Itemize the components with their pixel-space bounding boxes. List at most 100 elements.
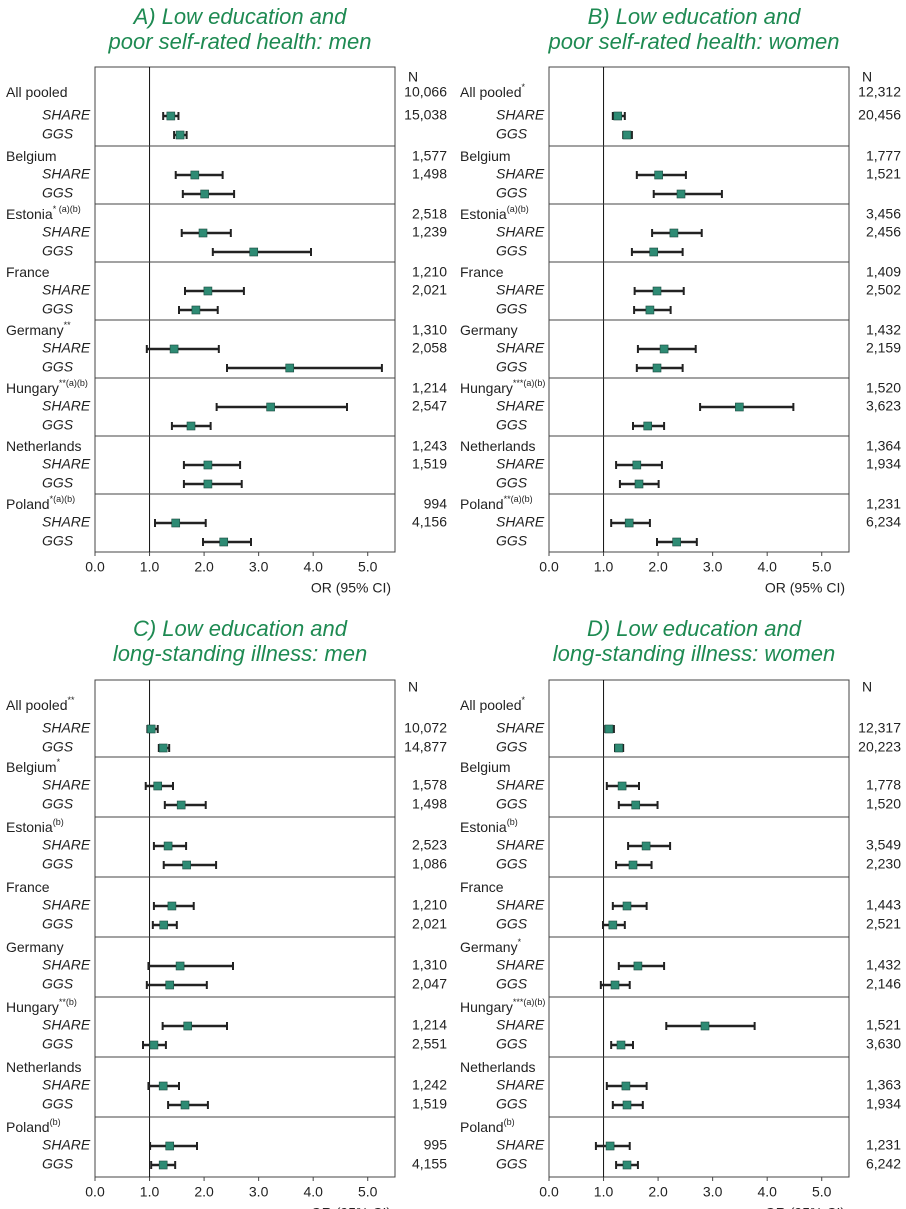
point-estimate: [652, 363, 662, 373]
row-label: GGS: [496, 1156, 528, 1172]
point-estimate: [614, 743, 624, 753]
group-name: Estonia: [6, 819, 53, 835]
row-label: GGS: [42, 1036, 74, 1052]
point-estimate: [634, 479, 644, 489]
point-estimate: [183, 1021, 193, 1031]
row-label: GGS: [496, 126, 528, 142]
row-label: GGS: [42, 533, 74, 549]
n-header: N: [408, 69, 418, 85]
point-estimate: [617, 781, 627, 791]
point-estimate: [631, 800, 641, 810]
x-tick-label: 2.0: [194, 559, 214, 575]
row-label: SHARE: [496, 1017, 545, 1033]
group-label: Poland(b): [460, 1117, 515, 1134]
x-tick-label: 0.0: [85, 1184, 105, 1200]
x-tick-label: 3.0: [249, 1184, 269, 1200]
group-name: Germany: [460, 322, 518, 338]
row-label: SHARE: [496, 224, 545, 240]
group-label: Belgium: [460, 148, 511, 164]
point-estimate: [622, 901, 632, 911]
group-label: France: [460, 879, 504, 895]
group-label: All pooled**: [6, 695, 75, 712]
point-estimate: [613, 111, 623, 121]
group-label: Germany: [460, 322, 518, 338]
group-name: France: [460, 879, 504, 895]
group-name: France: [460, 264, 504, 280]
point-estimate: [203, 479, 213, 489]
point-estimate: [672, 537, 681, 547]
row-label: GGS: [42, 475, 74, 491]
x-tick-label: 0.0: [539, 559, 559, 575]
row-label: SHARE: [42, 166, 91, 182]
point-estimate: [190, 170, 200, 180]
n-value: 2,047: [412, 976, 447, 992]
row-label: GGS: [42, 976, 74, 992]
n-value: 1,242: [412, 1077, 447, 1093]
plot-frame: [548, 679, 850, 1178]
row-label: GGS: [496, 301, 528, 317]
n-value: 1,310: [412, 957, 447, 973]
row-label: GGS: [496, 185, 528, 201]
n-header: N: [862, 69, 872, 85]
x-tick-label: 1.0: [594, 559, 614, 575]
n-value: 2,521: [866, 916, 901, 932]
group-name: Estonia: [460, 819, 507, 835]
group-superscript: (a)(b): [507, 204, 529, 214]
group-superscript: (b): [507, 817, 518, 827]
point-estimate: [158, 743, 168, 753]
row-label: SHARE: [496, 897, 545, 913]
n-value: 1,520: [866, 380, 901, 396]
panel-title: poor self-rated health: men: [108, 29, 372, 54]
row-label: GGS: [496, 417, 528, 433]
x-tick-label: 3.0: [703, 1184, 723, 1200]
group-name: Poland: [460, 1119, 504, 1135]
n-value: 14,877: [404, 739, 447, 755]
n-value: 1,498: [412, 796, 447, 812]
point-estimate: [146, 724, 156, 734]
point-estimate: [624, 518, 634, 528]
n-value: 12,317: [858, 720, 901, 736]
n-value: 3,623: [866, 398, 901, 414]
row-label: GGS: [496, 796, 528, 812]
point-estimate: [149, 1040, 159, 1050]
n-header: N: [862, 679, 872, 695]
n-value: 2,058: [412, 340, 447, 356]
point-estimate: [167, 901, 177, 911]
point-estimate: [171, 518, 181, 528]
row-label: SHARE: [496, 514, 545, 530]
group-name: Poland: [6, 1119, 50, 1135]
row-label: GGS: [496, 856, 528, 872]
x-tick-label: 1.0: [140, 559, 160, 575]
n-value: 1,519: [412, 456, 447, 472]
n-value: 1,519: [412, 1096, 447, 1112]
row-label: SHARE: [496, 107, 545, 123]
group-label: Estonia(b): [460, 817, 518, 834]
group-superscript: (b): [50, 1117, 61, 1127]
row-label: SHARE: [42, 224, 91, 240]
x-tick-label: 2.0: [194, 1184, 214, 1200]
point-estimate: [158, 1160, 168, 1170]
x-tick-label: 5.0: [358, 1184, 378, 1200]
row-label: GGS: [496, 976, 528, 992]
point-estimate: [159, 920, 169, 930]
row-label: SHARE: [496, 1077, 545, 1093]
n-value: 1,934: [866, 456, 901, 472]
point-estimate: [669, 228, 679, 238]
point-estimate: [266, 402, 275, 412]
group-superscript: * (a)(b): [53, 204, 81, 214]
x-tick-label: 3.0: [249, 559, 269, 575]
panel-title: long-standing illness: women: [553, 641, 836, 666]
row-label: SHARE: [42, 107, 91, 123]
n-value: 1,521: [866, 1017, 901, 1033]
n-value: 2,547: [412, 398, 447, 414]
x-axis-label: OR (95% CI): [765, 1205, 845, 1209]
point-estimate: [198, 228, 208, 238]
row-label: GGS: [42, 796, 74, 812]
x-tick-label: 4.0: [757, 1184, 777, 1200]
group-name: All pooled: [6, 697, 68, 713]
row-label: GGS: [42, 417, 74, 433]
group-name: Hungary: [460, 380, 513, 396]
x-axis-label: OR (95% CI): [311, 580, 391, 596]
row-label: SHARE: [496, 957, 545, 973]
group-name: Germany: [460, 939, 518, 955]
